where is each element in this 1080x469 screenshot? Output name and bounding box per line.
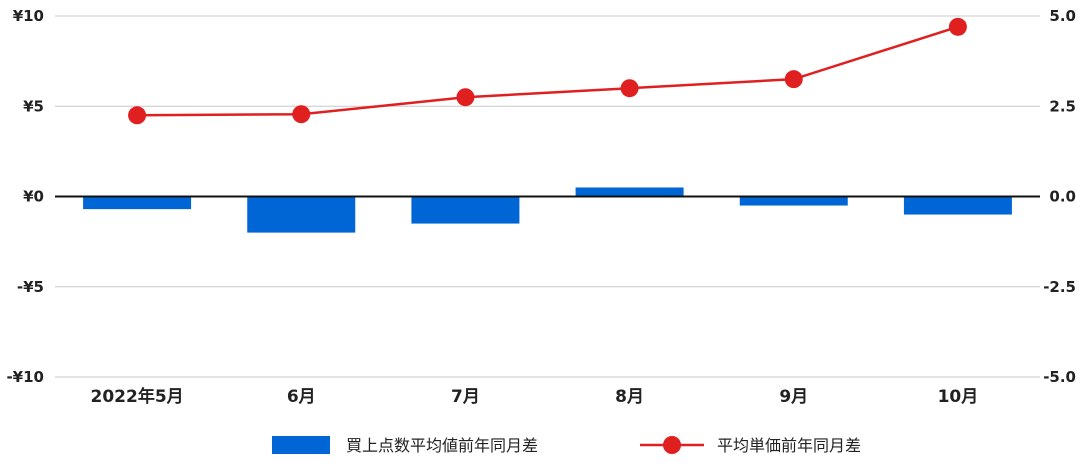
legend-line-marker	[663, 436, 681, 454]
line-point	[456, 88, 475, 107]
x-axis-category-labels: 2022年5月 6月 7月 8月 9月 10月	[91, 386, 979, 407]
category-label: 2022年5月	[91, 386, 184, 407]
category-label: 8月	[615, 387, 644, 407]
line-point	[784, 70, 803, 89]
line-point	[948, 17, 967, 36]
right-axis-tick-labels: 5.0 2.5 0.0 -2.5 -5.0	[1043, 7, 1076, 386]
right-tick-label: 2.5	[1049, 97, 1076, 115]
left-tick-label: -¥10	[6, 368, 44, 386]
right-tick-label: -5.0	[1043, 368, 1076, 386]
right-tick-label: 0.0	[1049, 188, 1076, 206]
bar	[83, 196, 192, 210]
line-point	[292, 105, 311, 124]
left-tick-label: -¥5	[17, 278, 44, 296]
legend-bar-swatch	[272, 436, 330, 454]
bar-series	[83, 187, 1012, 233]
gridlines	[55, 15, 1040, 378]
bar	[903, 196, 1012, 215]
category-label: 7月	[451, 387, 480, 407]
line-point	[128, 106, 147, 125]
left-tick-label: ¥10	[13, 7, 44, 25]
bar	[739, 196, 848, 206]
right-tick-label: 5.0	[1049, 7, 1076, 25]
legend-line-label: 平均単価前年同月差	[717, 436, 861, 455]
left-axis-tick-labels: ¥10 ¥5 ¥0 -¥5 -¥10	[6, 7, 44, 386]
legend-bar-label: 買上点数平均値前年同月差	[346, 436, 538, 455]
line-series	[128, 17, 967, 125]
left-tick-label: ¥0	[23, 188, 44, 206]
category-label: 10月	[938, 387, 979, 407]
left-tick-label: ¥5	[23, 97, 44, 115]
category-label: 9月	[779, 387, 808, 407]
right-tick-label: -2.5	[1043, 278, 1076, 296]
bar	[411, 196, 520, 224]
line-point	[620, 79, 639, 98]
series-line	[137, 25, 959, 117]
bar	[575, 187, 684, 197]
category-label: 6月	[287, 387, 316, 407]
bar	[247, 196, 356, 233]
legend: 買上点数平均値前年同月差 平均単価前年同月差	[272, 436, 861, 455]
